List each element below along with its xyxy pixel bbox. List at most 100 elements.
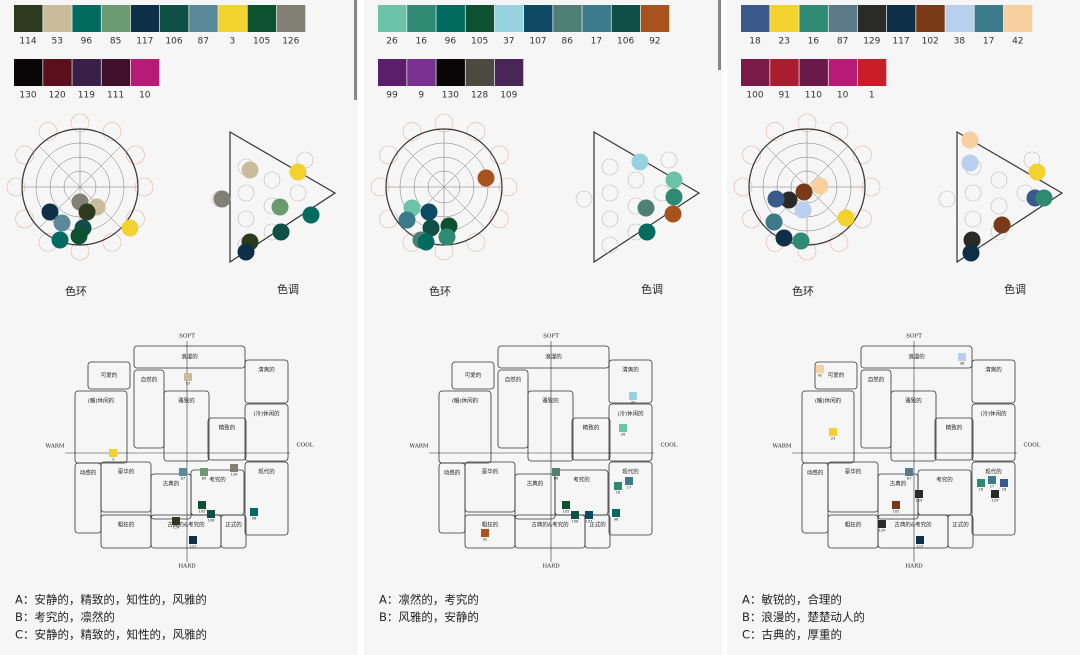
scale-marker — [892, 501, 900, 509]
marker-label: 126 — [231, 473, 238, 477]
marker-label: 105 — [199, 510, 206, 514]
scale-marker — [250, 508, 258, 516]
wheel-slot — [829, 122, 849, 141]
marker-label: 96 — [252, 517, 256, 521]
wheel-label: 色环 — [792, 284, 814, 298]
region-label: 粗狂的 — [845, 521, 862, 529]
scale-marker — [625, 477, 633, 485]
swatch-label: 130 — [442, 91, 459, 101]
tone-slot — [990, 197, 1008, 215]
region-label: (暖)休闲的 — [815, 397, 842, 405]
region-label: 正式的 — [225, 521, 242, 529]
region-label: (暖)休闲的 — [88, 397, 115, 405]
wheel-dot — [794, 201, 812, 219]
swatch — [407, 59, 436, 86]
marker-label: 38 — [960, 362, 964, 366]
region-label: (暖)休闲的 — [452, 397, 479, 405]
region-label: 可爱的 — [101, 371, 118, 379]
swatch — [494, 5, 524, 32]
wheel-dot — [78, 203, 96, 221]
marker-label: 26 — [621, 433, 625, 437]
scale-marker — [915, 490, 923, 498]
swatch-label: 114 — [19, 37, 36, 47]
scale-marker — [988, 476, 996, 484]
tone-slot — [237, 210, 255, 228]
scale-marker — [614, 482, 622, 490]
marker-label: 37 — [631, 401, 635, 405]
tone-dot — [638, 223, 656, 241]
tone-slot — [990, 171, 1008, 189]
scale-region — [608, 403, 653, 462]
marker-label: 117 — [917, 545, 924, 549]
swatch — [857, 5, 887, 32]
swatch-label: 111 — [107, 91, 124, 101]
region-label: 可爱的 — [465, 371, 482, 379]
marker-label: 129 — [992, 499, 999, 503]
region-label: 自然的 — [868, 376, 885, 384]
wheel-slot — [829, 233, 849, 252]
wheel-slot — [466, 122, 486, 141]
swatch-label: 91 — [778, 91, 789, 101]
scrollbar — [354, 0, 357, 100]
wheel-slot — [466, 233, 486, 252]
wheel-dot — [438, 228, 456, 246]
wheel-slot — [742, 145, 761, 165]
tone-label: 色调 — [1004, 282, 1026, 296]
scale-marker — [916, 536, 924, 544]
swatch — [247, 5, 277, 32]
panel-bg — [0, 0, 358, 655]
swatch — [101, 59, 131, 86]
swatch — [189, 5, 218, 32]
scale-marker — [189, 536, 197, 544]
scale-marker — [200, 468, 208, 476]
swatch — [640, 5, 670, 32]
wheel-dot — [53, 214, 71, 232]
swatch-label: 85 — [110, 37, 121, 47]
swatch-label: 23 — [778, 37, 789, 47]
scale-region — [934, 417, 974, 461]
swatch-label: 128 — [471, 91, 488, 101]
scale-marker — [612, 509, 620, 517]
note: A：敏锐的，合理的 — [742, 593, 842, 607]
scale-region — [814, 361, 858, 390]
wheel-dot — [767, 190, 785, 208]
scale-marker — [878, 520, 886, 528]
wheel-spoke — [443, 145, 486, 188]
scale-marker — [230, 464, 238, 472]
note: B：风雅的，安静的 — [379, 610, 479, 624]
region-label: 精致的 — [946, 424, 963, 432]
tone-label: 色调 — [277, 282, 299, 296]
swatch-label: 87 — [197, 37, 208, 47]
tone-slot — [964, 184, 982, 202]
scale-marker — [829, 428, 837, 436]
swatch — [218, 5, 247, 32]
swatch-label: 26 — [386, 37, 398, 47]
marker-label: 117 — [190, 545, 197, 549]
scale-region — [244, 461, 289, 536]
region-label: 豪华的 — [845, 468, 862, 476]
scale-region — [87, 361, 131, 390]
tone-dot — [961, 131, 979, 149]
swatch — [770, 5, 799, 32]
swatch-label: 126 — [282, 37, 299, 47]
tone-dot — [213, 190, 231, 208]
note: C：古典的，厚重的 — [742, 628, 842, 642]
marker-label: 17 — [990, 485, 994, 489]
scale-marker — [619, 424, 627, 432]
marker-label: 96 — [614, 518, 618, 522]
axis-label: HARD — [178, 564, 196, 570]
region-label: 粗狂的 — [482, 521, 499, 529]
axis-label: HARD — [542, 564, 560, 570]
swatch-label: 10 — [837, 91, 849, 101]
region-label: 古典的 — [163, 480, 180, 488]
marker-label: 85 — [202, 477, 206, 481]
axis-label: SOFT — [543, 334, 559, 340]
marker-label: 42 — [818, 374, 822, 378]
scale-marker — [571, 511, 579, 519]
marker-label: 86 — [554, 477, 558, 481]
wheel-dot — [41, 203, 59, 221]
tone-dot — [302, 206, 320, 224]
tone-label: 色调 — [641, 282, 663, 296]
scale-region — [74, 390, 128, 464]
